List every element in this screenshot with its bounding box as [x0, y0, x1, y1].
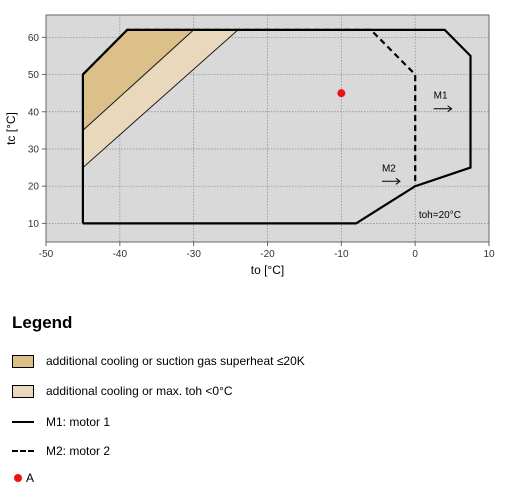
legend-label-point-a: A	[26, 471, 35, 485]
legend-label-superheat: additional cooling or suction gas superh…	[46, 354, 305, 368]
annotation-arrow-head	[447, 105, 453, 113]
legend-swatch-motor1	[12, 421, 38, 423]
markers	[337, 89, 346, 98]
chart-canvas: M1 M2 toh=20°C -50 -40 -30 -20 -10 0 10 10 20 30 40 5…	[4, 14, 495, 277]
series-line-motor2	[82, 28, 417, 187]
x-tick-label: 0	[412, 249, 418, 260]
legend-swatch-motor2	[12, 450, 38, 452]
y-tick-label: 20	[28, 182, 40, 193]
y-tick-label: 30	[28, 144, 40, 155]
x-tick-label: 10	[483, 249, 495, 260]
legend-item-point-a: A	[12, 469, 34, 487]
legend-label-max-toh: additional cooling or max. toh <0°C	[46, 384, 233, 398]
legend-item-motor1: M1: motor 1	[12, 413, 110, 431]
legend-item-max-toh: additional cooling or max. toh <0°C	[12, 382, 233, 400]
x-tick-label: -50	[39, 249, 54, 260]
axis-ticks: -50 -40 -30 -20 -10 0 10 10 20 30 40 50 60	[28, 33, 495, 260]
y-tick-label: 40	[28, 107, 40, 118]
legend-swatch-point-a	[12, 474, 22, 482]
legend-swatch-superheat	[12, 354, 38, 368]
annotation-label: toh=20°C	[419, 210, 461, 221]
x-axis-label: to [°C]	[251, 263, 284, 277]
legend-label-motor1: M1: motor 1	[46, 415, 111, 429]
envelope-lines	[81, 28, 472, 225]
legend-item-superheat: additional cooling or suction gas superh…	[12, 352, 305, 370]
y-tick-label: 60	[28, 33, 40, 44]
marker-point-a	[337, 89, 346, 98]
legend-label-motor2: M2: motor 2	[46, 444, 111, 458]
y-tick-label: 50	[28, 70, 40, 81]
annotation-arrow-head	[395, 177, 401, 185]
x-tick-label: -20	[260, 249, 275, 260]
y-axis-label: tc [°C]	[4, 112, 18, 145]
annotation-label: M1	[434, 91, 448, 102]
legend-item-motor2: M2: motor 2	[12, 442, 110, 460]
legend-title: Legend	[12, 313, 73, 332]
x-tick-label: -10	[334, 249, 349, 260]
annotation-label: M2	[382, 163, 396, 174]
x-tick-label: -30	[186, 249, 201, 260]
y-tick-label: 10	[28, 219, 40, 230]
x-tick-label: -40	[113, 249, 128, 260]
legend-swatch-max-toh	[12, 384, 38, 398]
annotations: M1 M2 toh=20°C	[381, 91, 461, 221]
